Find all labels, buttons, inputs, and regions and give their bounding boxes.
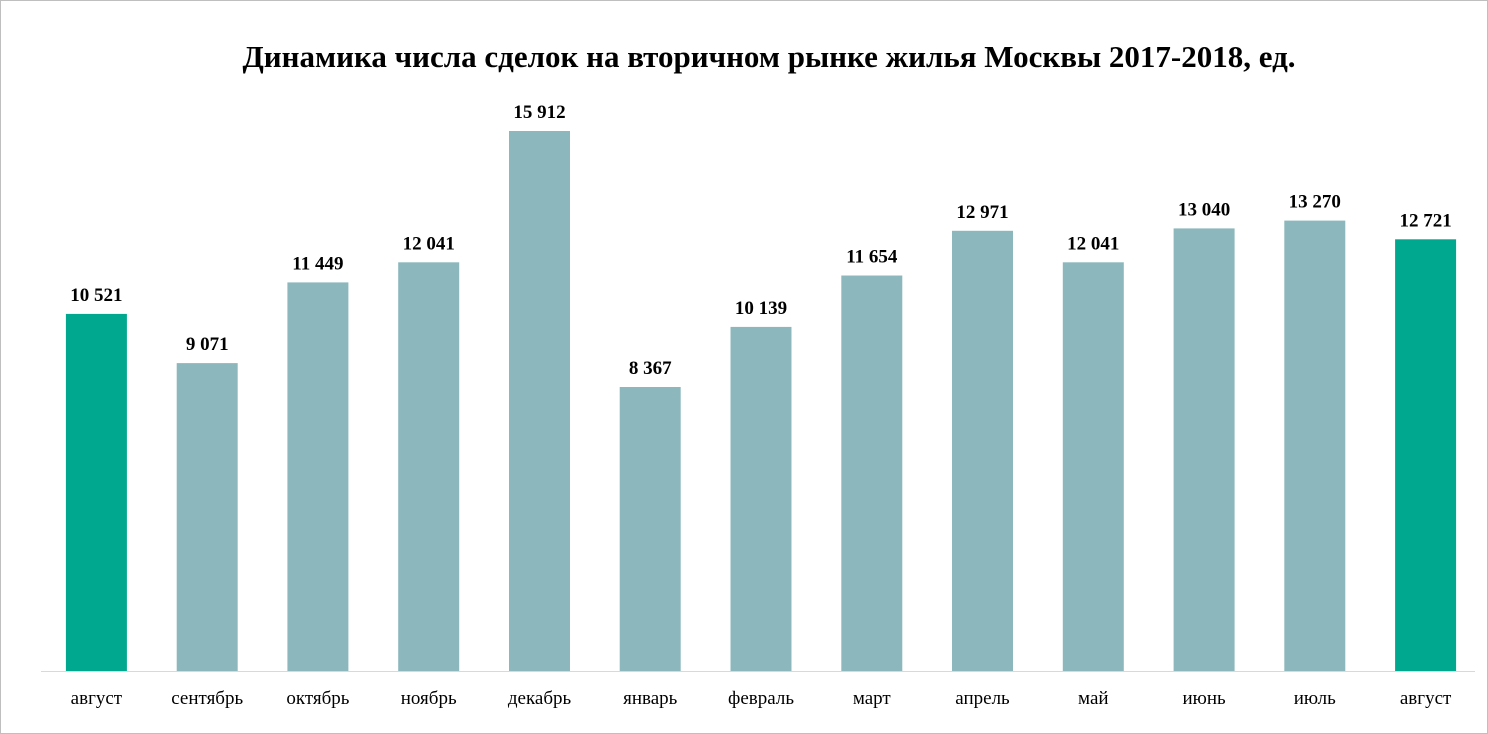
tick-label-9: апрель <box>955 688 1010 709</box>
data-label-11: 13 040 <box>1178 199 1230 220</box>
tick-label-12: июль <box>1294 688 1336 709</box>
tick-label-4: ноябрь <box>401 688 457 709</box>
bar-9 <box>952 230 1013 672</box>
data-label-9: 12 971 <box>956 202 1008 223</box>
tick-label-3: октябрь <box>286 688 349 709</box>
bar-4 <box>398 262 460 671</box>
data-label-5: 15 912 <box>513 102 565 123</box>
tick-label-7: февраль <box>728 688 794 709</box>
bar-7 <box>730 326 792 671</box>
bar-11 <box>1173 228 1235 671</box>
bar-8 <box>841 275 903 671</box>
bar-3 <box>287 282 349 671</box>
tick-label-10: май <box>1078 688 1109 709</box>
data-label-7: 10 139 <box>735 298 787 319</box>
bar-2 <box>176 363 238 671</box>
tick-label-6: январь <box>623 688 678 709</box>
tick-label-11: июнь <box>1182 688 1226 709</box>
tick-label-8: март <box>853 688 892 709</box>
bar-1 <box>65 313 127 671</box>
bar-5 <box>509 131 570 671</box>
data-label-6: 8 367 <box>629 358 672 379</box>
data-label-12: 13 270 <box>1289 192 1341 213</box>
labels-layer: 10 521 август 9 071 сентябрь 11 449 октябрь 12… <box>70 102 1452 709</box>
bar-10 <box>1062 262 1124 671</box>
chart-title: Динамика числа сделок на вторичном рынке… <box>242 39 1296 74</box>
tick-label-1: август <box>71 688 123 709</box>
data-label-4: 12 041 <box>403 233 455 254</box>
bars-layer <box>65 131 1457 672</box>
bar-12 <box>1284 220 1346 671</box>
data-label-3: 11 449 <box>292 253 343 274</box>
bar-13 <box>1395 239 1457 672</box>
data-label-2: 9 071 <box>186 334 229 355</box>
tick-label-5: декабрь <box>508 688 572 709</box>
tick-label-2: сентябрь <box>171 688 243 709</box>
data-label-13: 12 721 <box>1399 210 1451 231</box>
data-label-10: 12 041 <box>1067 233 1119 254</box>
data-label-1: 10 521 <box>70 285 122 306</box>
tick-label-13: август <box>1400 688 1452 709</box>
data-label-8: 11 654 <box>846 247 898 268</box>
bar-6 <box>619 387 681 671</box>
